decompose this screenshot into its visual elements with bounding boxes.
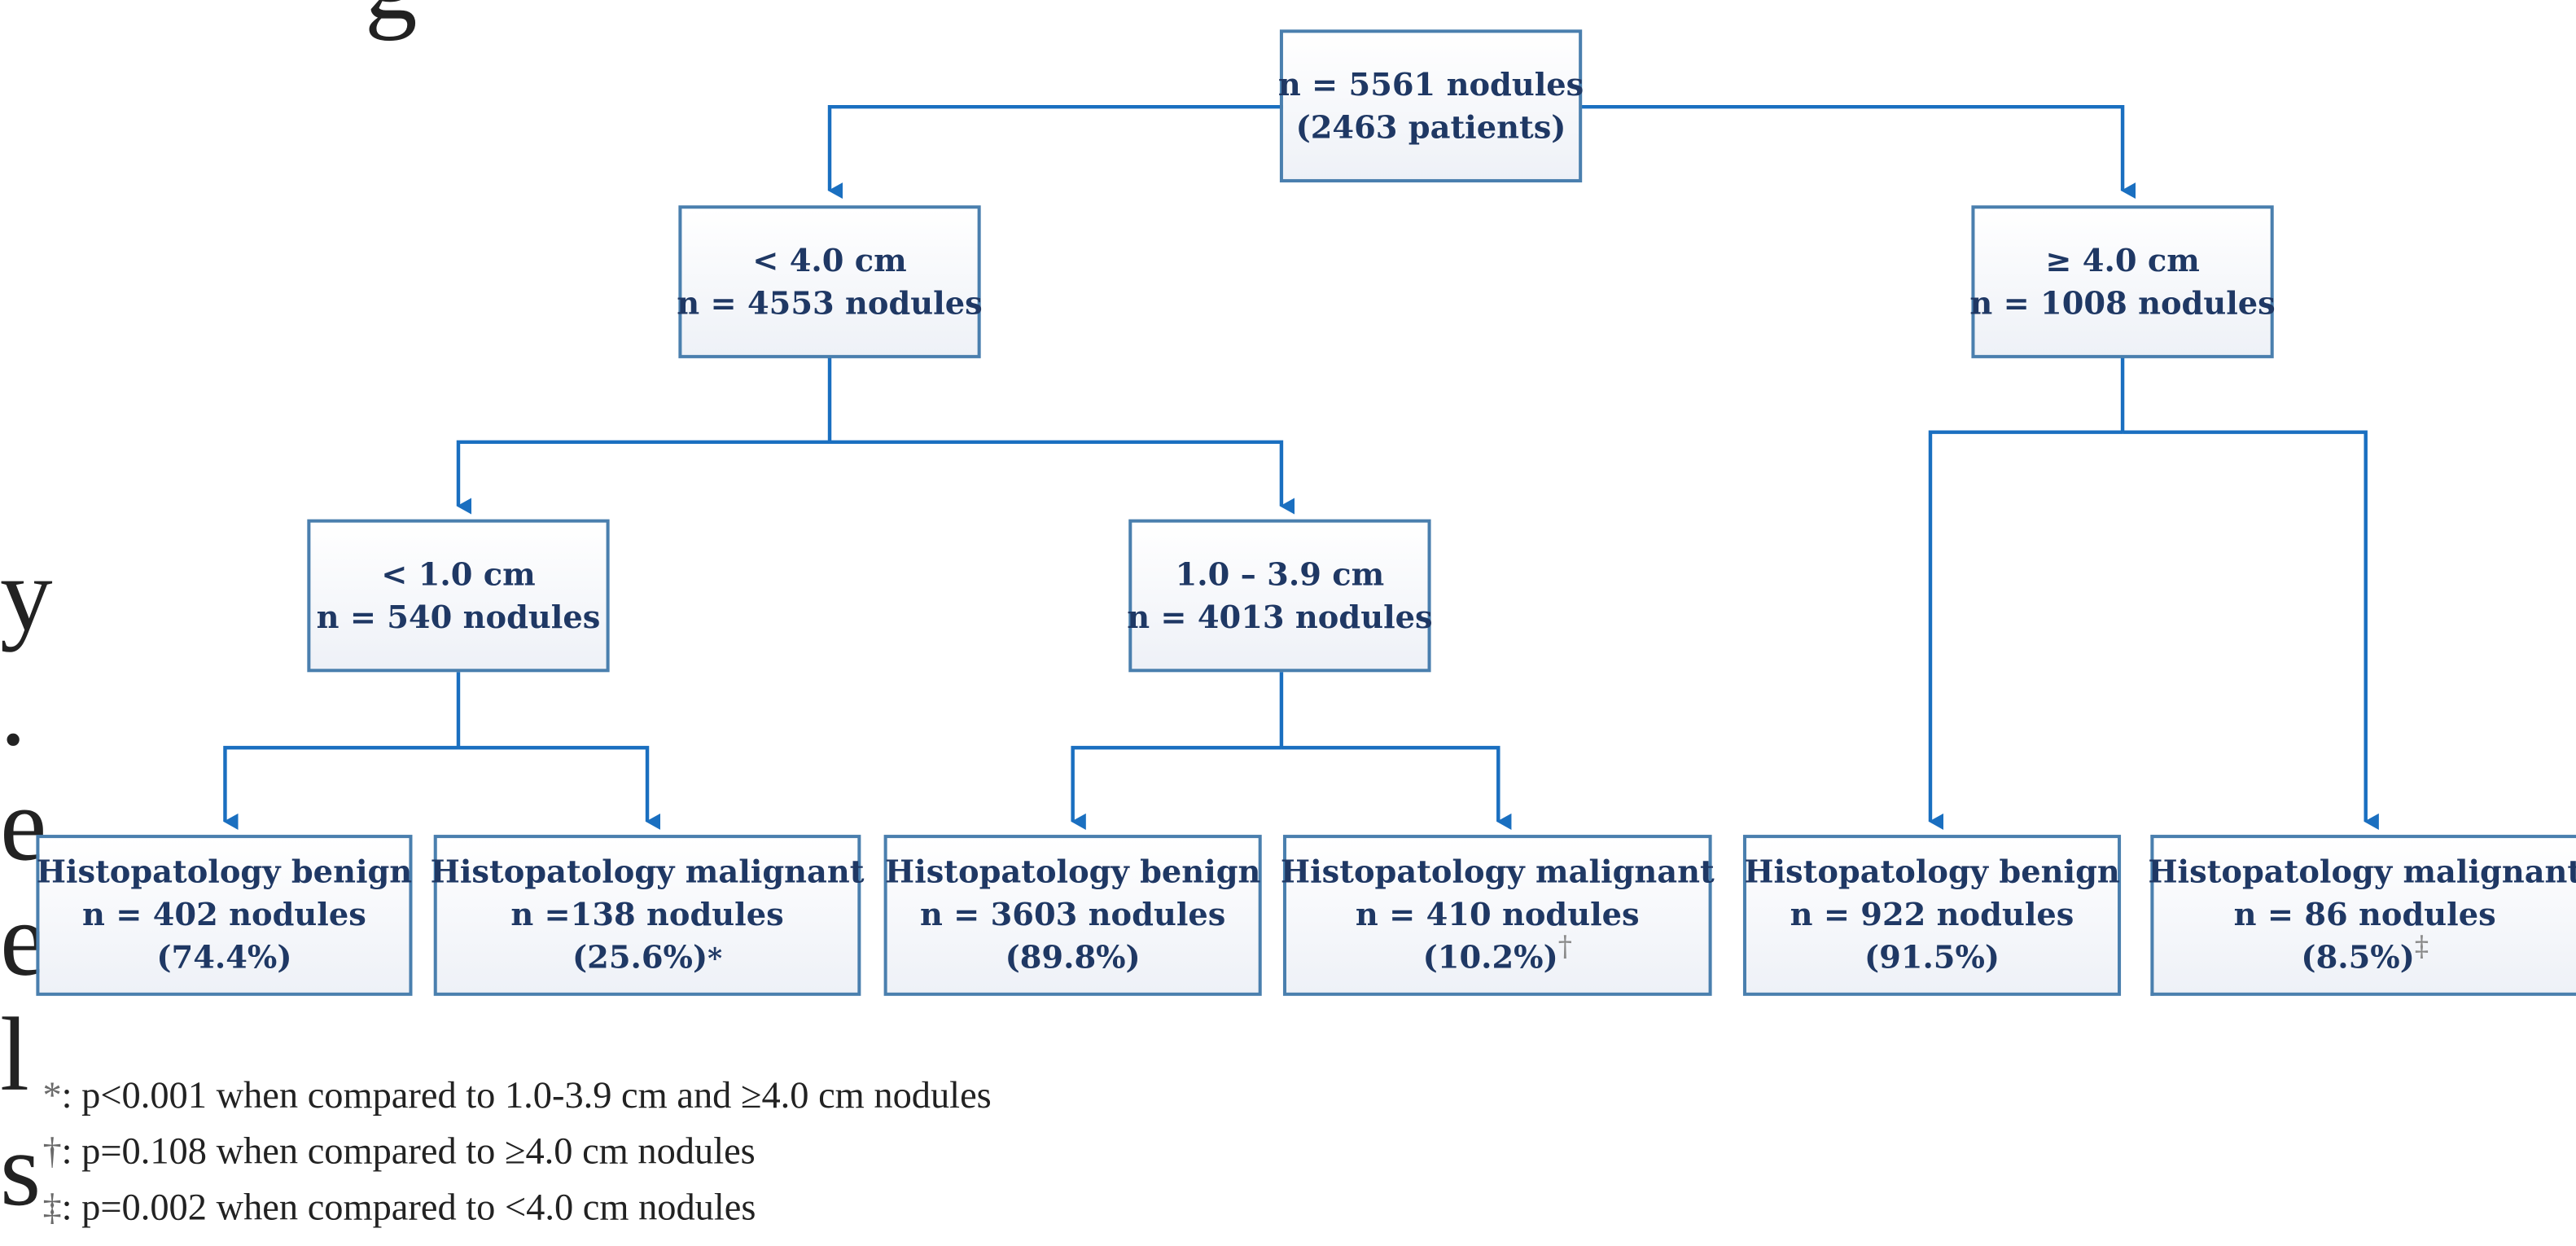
significance-mark: ‡ (2414, 931, 2429, 964)
leaf-ge4-benign: Histopatology benign n = 922 nodules (91… (1742, 835, 2122, 996)
leaf-count: n = 402 nodules (82, 897, 366, 934)
clipped-side-text-2: . (0, 651, 27, 768)
leaf-percent: (89.8%) (1005, 940, 1141, 976)
leaf-title: Histopatology benign (1744, 854, 2120, 891)
node-mid-size: 1.0 – 3.9 cm (1175, 556, 1385, 593)
connector-root-to-lt4 (827, 104, 1283, 200)
clipped-heading-fragment: g (365, 0, 418, 36)
node-mid-count: n = 4013 nodules (1127, 599, 1433, 635)
connector-lt4-to-lt1 (456, 440, 830, 515)
footnote-mark: ‡ (42, 1186, 62, 1228)
clipped-side-text-5: l (0, 995, 29, 1113)
node-root-patients: (2463 patients) (1295, 109, 1566, 146)
node-lt1-size: < 1.0 cm (381, 556, 536, 593)
leaf-title: Histopatology malignant (1280, 854, 1715, 891)
footnote-text: : p=0.108 when compared to ≥4.0 cm nodul… (61, 1130, 756, 1172)
leaf-title: Histopatology malignant (430, 853, 865, 890)
leaf-title: Histopatology malignant (2148, 854, 2576, 891)
footnote-mark: * (42, 1074, 62, 1117)
footnote-text: : p=0.002 when compared to <4.0 cm nodul… (61, 1186, 756, 1228)
node-ge4: ≥ 4.0 cm n = 1008 nodules (1969, 205, 2276, 358)
leaf-percent: (25.6%) (572, 939, 708, 976)
leaf-count: n = 410 nodules (1355, 897, 1640, 934)
connector-mid-to-malignant (1281, 745, 1512, 831)
connector-group (223, 104, 2379, 831)
node-lt4-size: < 4.0 cm (752, 242, 907, 279)
significance-mark: † (1557, 931, 1572, 964)
node-ge4-count: n = 1008 nodules (1969, 285, 2276, 322)
leaf-lt1-benign: Histopatology benign n = 402 nodules (74… (36, 835, 413, 996)
footnote-1: *: p<0.001 when compared to 1.0-3.9 cm a… (42, 1068, 991, 1125)
footnote-2: †: p=0.108 when compared to ≥4.0 cm nodu… (42, 1124, 991, 1180)
connector-root-to-ge4 (1580, 104, 2136, 200)
footnote-3: ‡: p=0.002 when compared to <4.0 cm nodu… (42, 1180, 991, 1236)
node-lt4: < 4.0 cm n = 4553 nodules (677, 205, 983, 358)
leaf-title: Histopatology benign (36, 854, 413, 891)
connector-ge4-to-malignant (2123, 430, 2379, 831)
connector-mid-to-benign (1071, 745, 1281, 831)
node-lt1-count: n = 540 nodules (316, 599, 601, 635)
node-root: n = 5561 nodules (2463 patients) (1277, 29, 1584, 182)
connector-lt1-to-benign (223, 745, 458, 831)
connector-lt4-to-mid (830, 440, 1295, 515)
connector-ge4-to-benign (1928, 430, 2123, 831)
leaf-count: n = 3603 nodules (919, 897, 1226, 934)
node-ge4-size: ≥ 4.0 cm (2045, 242, 2200, 279)
leaf-count: n =138 nodules (510, 896, 784, 933)
footnote-mark: † (42, 1130, 62, 1172)
leaf-mid-benign: Histopatology benign n = 3603 nodules (8… (883, 835, 1262, 996)
node-lt1: < 1.0 cm n = 540 nodules (307, 519, 610, 673)
leaf-ge4-malignant: Histopatology malignant n = 86 nodules (… (2148, 835, 2576, 996)
leaf-title: Histopatology benign (884, 854, 1261, 891)
node-mid: 1.0 – 3.9 cm n = 4013 nodules (1127, 519, 1433, 673)
leaf-mid-malignant: Histopatology malignant n = 410 nodules … (1280, 835, 1715, 996)
leaf-percent: (91.5%) (1864, 940, 2000, 976)
leaf-count: n = 922 nodules (1790, 897, 2074, 934)
connector-lt1-to-malignant (458, 745, 661, 831)
clipped-side-text-6: s (0, 1111, 42, 1228)
leaf-percent: (10.2%) (1422, 940, 1558, 976)
footnote-text: : p<0.001 when compared to 1.0-3.9 cm an… (61, 1074, 992, 1117)
leaf-lt1-malignant: Histopatology malignant n =138 nodules (… (431, 835, 864, 996)
leaf-percent: (74.4%) (156, 940, 292, 976)
leaf-percent: (8.5%) (2301, 940, 2415, 976)
clipped-side-text-1: y (0, 535, 53, 653)
node-root-count: n = 5561 nodules (1277, 66, 1584, 103)
node-lt4-count: n = 4553 nodules (677, 285, 983, 322)
leaf-count: n = 86 nodules (2233, 897, 2496, 934)
significance-mark: * (708, 942, 723, 976)
footnotes: *: p<0.001 when compared to 1.0-3.9 cm a… (42, 1068, 991, 1236)
